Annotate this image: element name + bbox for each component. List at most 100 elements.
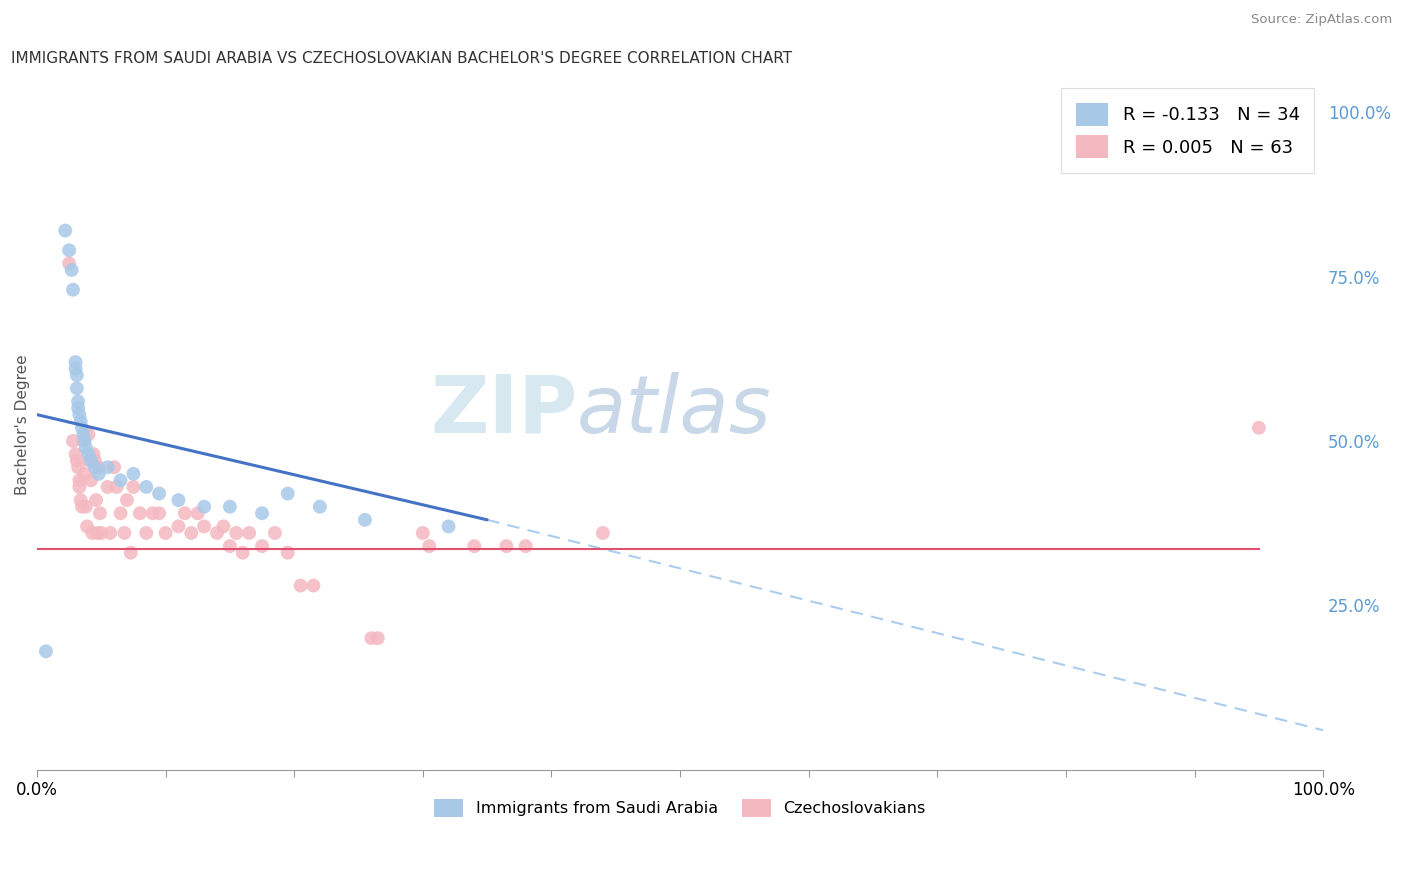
Point bbox=[66, 453, 89, 467]
Point bbox=[76, 519, 98, 533]
Point bbox=[110, 506, 132, 520]
Point bbox=[218, 500, 240, 514]
Point bbox=[69, 493, 91, 508]
Text: ZIP: ZIP bbox=[430, 372, 576, 450]
Point bbox=[84, 493, 107, 508]
Point bbox=[83, 453, 105, 467]
Point bbox=[97, 480, 120, 494]
Point bbox=[35, 644, 58, 658]
Point bbox=[290, 578, 312, 592]
Point bbox=[66, 381, 89, 395]
Point bbox=[277, 486, 299, 500]
Point bbox=[69, 414, 91, 428]
Point bbox=[122, 467, 145, 481]
Point bbox=[80, 474, 103, 488]
Point bbox=[87, 460, 110, 475]
Point bbox=[495, 539, 517, 553]
Point bbox=[65, 355, 87, 369]
Point bbox=[70, 500, 93, 514]
Point bbox=[463, 539, 485, 553]
Point bbox=[148, 506, 170, 520]
Point bbox=[89, 506, 111, 520]
Point bbox=[180, 526, 202, 541]
Point bbox=[250, 539, 273, 553]
Point bbox=[53, 223, 76, 237]
Point bbox=[62, 434, 84, 448]
Point bbox=[98, 526, 121, 541]
Point bbox=[83, 460, 105, 475]
Point bbox=[212, 519, 235, 533]
Point bbox=[75, 441, 97, 455]
Point bbox=[83, 447, 105, 461]
Point bbox=[250, 506, 273, 520]
Legend: Immigrants from Saudi Arabia, Czechoslovakians: Immigrants from Saudi Arabia, Czechoslov… bbox=[427, 793, 932, 824]
Point bbox=[148, 486, 170, 500]
Point bbox=[135, 526, 157, 541]
Point bbox=[205, 526, 228, 541]
Point bbox=[218, 539, 240, 553]
Point bbox=[58, 256, 80, 270]
Point bbox=[110, 474, 132, 488]
Point bbox=[103, 460, 125, 475]
Point bbox=[173, 506, 195, 520]
Point bbox=[67, 474, 90, 488]
Text: atlas: atlas bbox=[576, 372, 772, 450]
Point bbox=[264, 526, 287, 541]
Point bbox=[90, 526, 112, 541]
Point bbox=[354, 513, 377, 527]
Point bbox=[225, 526, 247, 541]
Point bbox=[82, 526, 104, 541]
Point bbox=[302, 578, 325, 592]
Point bbox=[67, 460, 90, 475]
Point bbox=[167, 519, 190, 533]
Point bbox=[87, 467, 110, 481]
Point bbox=[135, 480, 157, 494]
Point bbox=[66, 368, 89, 383]
Point bbox=[115, 493, 138, 508]
Point bbox=[58, 244, 80, 258]
Point bbox=[97, 460, 120, 475]
Point bbox=[67, 408, 90, 422]
Point bbox=[72, 427, 94, 442]
Point bbox=[412, 526, 434, 541]
Point bbox=[167, 493, 190, 508]
Point bbox=[75, 500, 97, 514]
Point bbox=[193, 519, 215, 533]
Point bbox=[142, 506, 165, 520]
Point bbox=[73, 434, 96, 448]
Point bbox=[86, 526, 108, 541]
Point bbox=[437, 519, 460, 533]
Point bbox=[418, 539, 440, 553]
Point bbox=[79, 453, 101, 467]
Point bbox=[62, 283, 84, 297]
Point bbox=[592, 526, 614, 541]
Point bbox=[360, 631, 382, 645]
Point bbox=[128, 506, 150, 520]
Point bbox=[120, 546, 142, 560]
Text: IMMIGRANTS FROM SAUDI ARABIA VS CZECHOSLOVAKIAN BACHELOR'S DEGREE CORRELATION CH: IMMIGRANTS FROM SAUDI ARABIA VS CZECHOSL… bbox=[11, 51, 793, 66]
Point bbox=[65, 361, 87, 376]
Point bbox=[122, 480, 145, 494]
Point bbox=[72, 434, 94, 448]
Point bbox=[238, 526, 260, 541]
Point bbox=[67, 394, 90, 409]
Point bbox=[112, 526, 135, 541]
Point bbox=[80, 453, 103, 467]
Point bbox=[193, 500, 215, 514]
Point bbox=[187, 506, 209, 520]
Point bbox=[515, 539, 537, 553]
Point bbox=[67, 401, 90, 415]
Point bbox=[309, 500, 332, 514]
Point bbox=[105, 480, 128, 494]
Point bbox=[60, 263, 83, 277]
Point bbox=[67, 480, 90, 494]
Text: Source: ZipAtlas.com: Source: ZipAtlas.com bbox=[1251, 13, 1392, 27]
Point bbox=[277, 546, 299, 560]
Point bbox=[155, 526, 177, 541]
Point bbox=[70, 421, 93, 435]
Point bbox=[367, 631, 389, 645]
Point bbox=[77, 447, 100, 461]
Point bbox=[77, 427, 100, 442]
Y-axis label: Bachelor's Degree: Bachelor's Degree bbox=[15, 354, 30, 495]
Point bbox=[65, 447, 87, 461]
